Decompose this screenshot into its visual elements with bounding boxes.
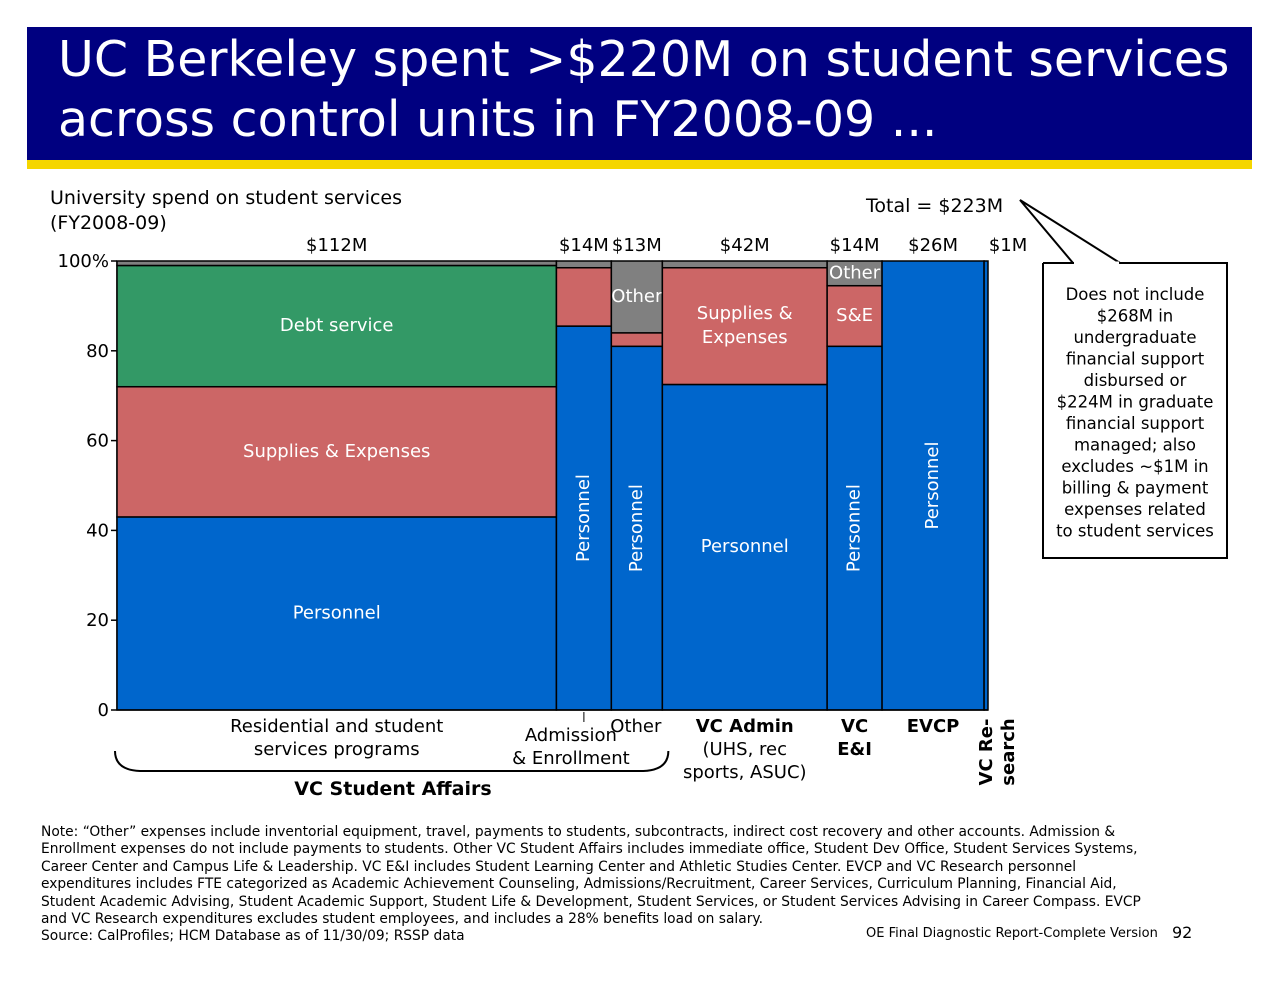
footnote-line: Note: “Other” expenses include inventori… [41,824,1116,840]
segment-personnel [881,260,985,711]
footnote-line: Student Academic Advising, Student Acade… [41,893,1141,910]
column-total-label: $14M [830,235,880,256]
callout-text-line: Does not include [1066,285,1205,304]
title-bar [27,27,1252,160]
title-rule [27,160,1252,169]
page-title: UC Berkeley spent >$220M on student serv… [58,31,1230,148]
chart-subtitle-line-1: University spend on student services [50,187,403,209]
y-tick-label: 20 [86,610,109,631]
segment-debt-service [116,264,558,388]
y-tick-label: 80 [86,341,109,362]
column-name-label: sports, ASUC) [683,762,807,783]
report-name: OE Final Diagnostic Report-Complete Vers… [866,926,1158,941]
segment-supplies-expenses [555,266,613,327]
segment-label: Supplies & Expenses [243,441,430,462]
callout-text-line: managed; also [1074,436,1196,455]
column-total-label: $13M [612,235,662,256]
column-name-label: VC [841,716,868,737]
segment-label: Debt service [280,315,394,336]
column-total-label: $112M [306,235,367,256]
callout-text-line: financial support [1066,350,1205,369]
y-tick-label: 40 [86,520,109,541]
callout-text-line: $268M in [1097,307,1174,326]
segment-label: Personnel [626,484,647,572]
footnote-line: Enrollment expenses do not include payme… [41,841,1138,858]
segment-other [555,260,613,269]
segment-label: Supplies & [697,303,793,324]
y-tick-label: 60 [86,431,109,452]
column-name-label: search [998,718,1019,785]
y-tick-label: 0 [98,700,109,721]
segment-personnel [116,516,558,711]
column-total-label: $1M [989,235,1027,256]
column-total-label: $14M [559,235,609,256]
segment-label: Personnel [922,442,943,530]
column-name-label: VC Re- [976,719,997,786]
column-name-label: EVCP [907,716,960,737]
segment-other [610,260,664,334]
callout-text-line: $224M in graduate [1057,393,1214,412]
segment-label: Personnel [701,536,789,557]
column-total-label: $42M [720,235,770,256]
footnote-line: expenditures includes FTE categorized as… [41,876,1117,893]
column-name-label: VC Admin [696,716,794,737]
footnote-line: Career Center and Campus Life & Leadersh… [41,858,1077,875]
segment-personnel [610,345,664,711]
page-number: 92 [1172,923,1193,942]
column-total-label: $26M [908,235,958,256]
column-name-label: Admission [525,725,617,746]
chart-subtitle-line-2: (FY2008-09) [50,212,167,234]
segment-personnel [983,260,989,711]
segment-label: Expenses [702,327,788,348]
column-name-label: services programs [254,739,420,760]
callout-text-line: disbursed or [1084,371,1187,390]
segment-label: Personnel [844,484,865,572]
segment-label: Other [611,286,663,307]
callout-text-line: billing & payment [1062,479,1209,498]
column-name-label: Other [610,716,662,737]
segment-supplies-expenses [661,266,828,386]
total-label: Total = $223M [865,195,1003,217]
y-tick-label: 100% [58,251,109,272]
footnote-line: and VC Research expenditures excludes st… [41,911,763,928]
callout-box [1019,199,1228,559]
segment-supplies-expenses [826,284,883,348]
column-name-label: E&I [837,739,872,760]
callout-text-line: expenses related [1064,500,1206,519]
segment-other [661,260,828,269]
callout-text-line: to student services [1056,522,1214,541]
segment-label: S&E [836,305,873,326]
column-name-label: (UHS, rec [702,739,787,760]
callout-text-line: undergraduate [1073,328,1196,347]
group-brace [114,750,670,772]
segment-label: Other [829,262,881,283]
segment-label: Personnel [573,474,594,562]
column-name-label: & Enrollment [512,748,630,769]
footnote: Note: “Other” expenses include inventori… [41,824,1241,946]
segment-supplies-expenses [610,332,664,348]
group-brace-label: VC Student Affairs [294,778,491,800]
callout-text-line: financial support [1066,414,1205,433]
segment-other [116,260,558,267]
segment-personnel [555,325,613,711]
callout-text-line: excludes ~$1M in [1061,457,1208,476]
column-name-label: Residential and student [230,716,443,737]
segment-label: Personnel [293,602,381,623]
footnote-source: Source: CalProfiles; HCM Database as of … [41,928,465,945]
